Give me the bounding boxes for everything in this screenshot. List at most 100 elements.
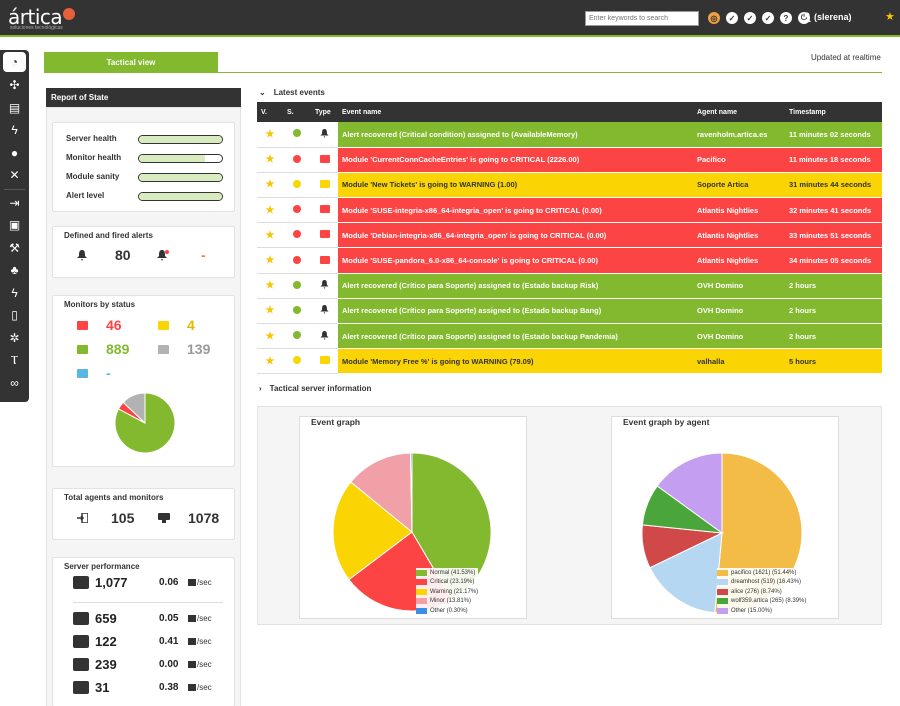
defined-alerts-count[interactable]: 80 — [115, 247, 131, 263]
legend-item[interactable]: wolf359.artica (265) (8.39%) — [717, 597, 806, 607]
pie-slice[interactable] — [410, 452, 413, 533]
sidebar-item-links[interactable]: ∞ — [10, 375, 19, 390]
validate-star-icon[interactable]: ★ — [265, 179, 275, 191]
validate-star-icon[interactable]: ★ — [265, 204, 275, 216]
event-name-cell[interactable]: Module 'SUSE-pandora_6.0-x86_64-console'… — [338, 247, 693, 274]
total-monitors[interactable]: 1078 — [188, 510, 220, 526]
event-name-cell[interactable]: Module 'New Tickets' is going to WARNING… — [338, 172, 693, 199]
validate-star-icon[interactable]: ★ — [265, 255, 275, 267]
event-row[interactable]: ★ Module 'Memory Free %' is going to WARN… — [257, 348, 882, 375]
event-row[interactable]: ★ Alert recovered (Critical condition) as… — [257, 122, 882, 148]
event-row[interactable]: ★ Module 'SUSE-integria-x86_64-integria_o… — [257, 197, 882, 224]
sidebar-item-events[interactable]: ϟ — [11, 123, 18, 138]
legend-item[interactable]: Minor (13.81%) — [416, 597, 478, 607]
check-icon[interactable]: ✓ — [762, 12, 774, 24]
sidebar-item-extensions[interactable]: Ⲧ — [10, 352, 19, 367]
sidebar-item-tactical[interactable]: ◔ — [3, 52, 26, 72]
tab-tactical-view[interactable]: Tactical view — [44, 52, 218, 73]
event-row[interactable]: ★ Alert recovered (Crítico para Soporte) … — [257, 323, 882, 350]
pie-slice[interactable] — [122, 392, 146, 425]
legend-item[interactable]: Other (15.00%) — [717, 606, 806, 616]
lifebuoy-icon[interactable]: ◎ — [708, 12, 720, 24]
agent-name-cell[interactable]: Atlantis Nightlies — [693, 197, 785, 224]
agent-name-cell[interactable]: OVH Domino — [693, 323, 785, 350]
agent-name-cell[interactable]: Soporte Artica — [693, 172, 785, 199]
validate-star-icon[interactable]: ★ — [265, 154, 275, 166]
col-validate[interactable]: V. — [257, 102, 283, 122]
sidebar-item-wrench[interactable]: ⚒ — [9, 240, 20, 255]
validate-cell[interactable]: ★ — [257, 122, 283, 148]
pie-slice[interactable] — [332, 481, 413, 581]
legend-item[interactable]: dreamhost (519) (16.43%) — [717, 578, 806, 588]
search-input[interactable] — [585, 11, 699, 26]
validate-star-icon[interactable]: ★ — [265, 305, 275, 317]
event-row[interactable]: ★ Module 'SUSE-pandora_6.0-x86_64-console… — [257, 247, 882, 274]
agent-name-cell[interactable]: Atlantis Nightlies — [693, 222, 785, 249]
sidebar-item-agents[interactable]: ▣ — [8, 218, 21, 233]
pie-slice[interactable] — [656, 452, 723, 534]
notinit-monitors[interactable]: - — [77, 365, 111, 381]
check-icon[interactable]: ✓ — [744, 12, 756, 24]
validate-cell[interactable]: ★ — [257, 348, 283, 375]
help-icon[interactable]: ? — [780, 12, 792, 24]
unknown-monitors[interactable]: 139 — [158, 341, 210, 357]
event-row[interactable]: ★ Alert recovered (Crítico para Soporte) … — [257, 298, 882, 325]
sidebar-item-lightning[interactable]: ϟ — [11, 285, 18, 300]
sidebar-item-reports[interactable]: ▤ — [8, 100, 21, 115]
validate-star-icon[interactable]: ★ — [265, 330, 275, 342]
legend-item[interactable]: pacifico (1621) (51.44%) — [717, 568, 806, 578]
legend-item[interactable]: Other (0.30%) — [416, 606, 478, 616]
validate-star-icon[interactable]: ★ — [265, 128, 275, 140]
agent-name-cell[interactable]: Pacifico — [693, 147, 785, 173]
legend-item[interactable]: Critical (23.19%) — [416, 578, 478, 588]
sidebar-item-users[interactable]: ● — [10, 145, 19, 160]
legend-item[interactable]: Warning (21.17%) — [416, 587, 478, 597]
validate-cell[interactable]: ★ — [257, 323, 283, 350]
event-row[interactable]: ★ Module 'New Tickets' is going to WARNIN… — [257, 172, 882, 199]
validate-star-icon[interactable]: ★ — [265, 229, 275, 241]
validate-cell[interactable]: ★ — [257, 197, 283, 224]
sidebar-item-login[interactable]: ⇥ — [9, 195, 20, 210]
sidebar-item-alerts[interactable]: ♣ — [10, 263, 19, 278]
legend-item[interactable]: Normal (41.53%) — [416, 568, 478, 578]
validate-star-icon[interactable]: ★ — [265, 280, 275, 292]
agent-name-cell[interactable]: OVH Domino — [693, 273, 785, 299]
validate-cell[interactable]: ★ — [257, 298, 283, 325]
sidebar-item-device[interactable]: ▯ — [11, 308, 18, 323]
check-icon[interactable]: ✓ — [726, 12, 738, 24]
logo[interactable]: ártica — [8, 5, 76, 29]
fired-alerts-count[interactable]: - — [201, 247, 206, 263]
event-name-cell[interactable]: Module 'CurrentConnCacheEntries' is goin… — [338, 147, 693, 173]
sidebar-item-settings[interactable]: ✲ — [9, 330, 20, 345]
validate-cell[interactable]: ★ — [257, 172, 283, 199]
favorite-star-icon[interactable]: ★ — [885, 11, 895, 23]
event-name-cell[interactable]: Alert recovered (Crítico para Soporte) a… — [338, 298, 693, 325]
col-type[interactable]: Type — [311, 102, 338, 122]
normal-monitors[interactable]: 889 — [77, 341, 129, 357]
validate-cell[interactable]: ★ — [257, 247, 283, 274]
pie-slice[interactable] — [649, 532, 723, 614]
event-name-cell[interactable]: Module 'SUSE-integria-x86_64-integria_op… — [338, 197, 693, 224]
tactical-info-toggle[interactable]: › Tactical server information — [259, 384, 371, 393]
legend-item[interactable]: alice (276) (8.74%) — [717, 587, 806, 597]
event-row[interactable]: ★ Module 'CurrentConnCacheEntries' is goi… — [257, 147, 882, 173]
event-name-cell[interactable]: Alert recovered (Crítico para Soporte) a… — [338, 323, 693, 350]
latest-events-toggle[interactable]: ⌄ Latest events — [259, 88, 325, 97]
col-agent-name[interactable]: Agent name — [693, 102, 785, 122]
total-agents[interactable]: 105 — [111, 510, 135, 526]
sidebar-item-network[interactable]: ✣ — [9, 78, 20, 93]
agent-name-cell[interactable]: Atlantis Nightlies — [693, 247, 785, 274]
agent-name-cell[interactable]: valhalla — [693, 348, 785, 375]
col-status[interactable]: S. — [283, 102, 311, 122]
event-name-cell[interactable]: Alert recovered (Crítico para Soporte) a… — [338, 273, 693, 299]
validate-cell[interactable]: ★ — [257, 147, 283, 173]
user-icon[interactable] — [803, 12, 811, 22]
validate-star-icon[interactable]: ★ — [265, 355, 275, 367]
username[interactable]: (slerena) — [814, 12, 852, 22]
event-name-cell[interactable]: Module 'Memory Free %' is going to WARNI… — [338, 348, 693, 375]
event-row[interactable]: ★ Module 'Debian-integria-x86_64-integria… — [257, 222, 882, 249]
warning-monitors[interactable]: 4 — [158, 317, 195, 333]
event-row[interactable]: ★ Alert recovered (Crítico para Soporte) … — [257, 273, 882, 299]
pie-slice[interactable] — [350, 452, 413, 534]
validate-cell[interactable]: ★ — [257, 222, 283, 249]
